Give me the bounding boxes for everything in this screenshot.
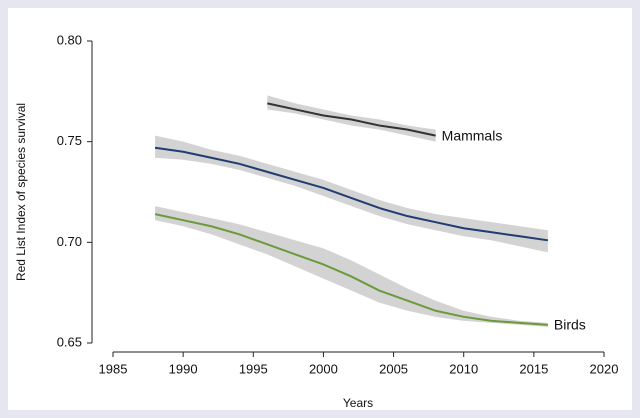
y-tick-label: 0.70: [57, 234, 82, 249]
x-axis-title: Years: [343, 396, 373, 410]
x-tick-label: 1990: [169, 361, 198, 376]
y-tick-label: 0.65: [57, 334, 82, 349]
x-tick-label: 1995: [239, 361, 268, 376]
x-tick-label: 2000: [309, 361, 338, 376]
confidence-band: [155, 135, 548, 253]
x-tick-label: 2005: [379, 361, 408, 376]
y-axis-title: Red List Index of species survival: [14, 103, 28, 281]
series-line: [154, 146, 549, 242]
series-label: Birds: [554, 317, 586, 333]
series-line: [154, 213, 548, 326]
y-tick-label: 0.75: [57, 133, 82, 148]
x-tick-label: 1985: [99, 361, 128, 376]
x-tick-label: 2020: [590, 361, 619, 376]
panel: [8, 8, 632, 410]
confidence-band: [155, 206, 548, 327]
y-tick-label: 0.80: [57, 32, 82, 47]
series-line: [267, 102, 436, 137]
x-tick-label: 2010: [449, 361, 478, 376]
x-tick-label: 2015: [519, 361, 548, 376]
series-label: Mammals: [442, 127, 503, 143]
